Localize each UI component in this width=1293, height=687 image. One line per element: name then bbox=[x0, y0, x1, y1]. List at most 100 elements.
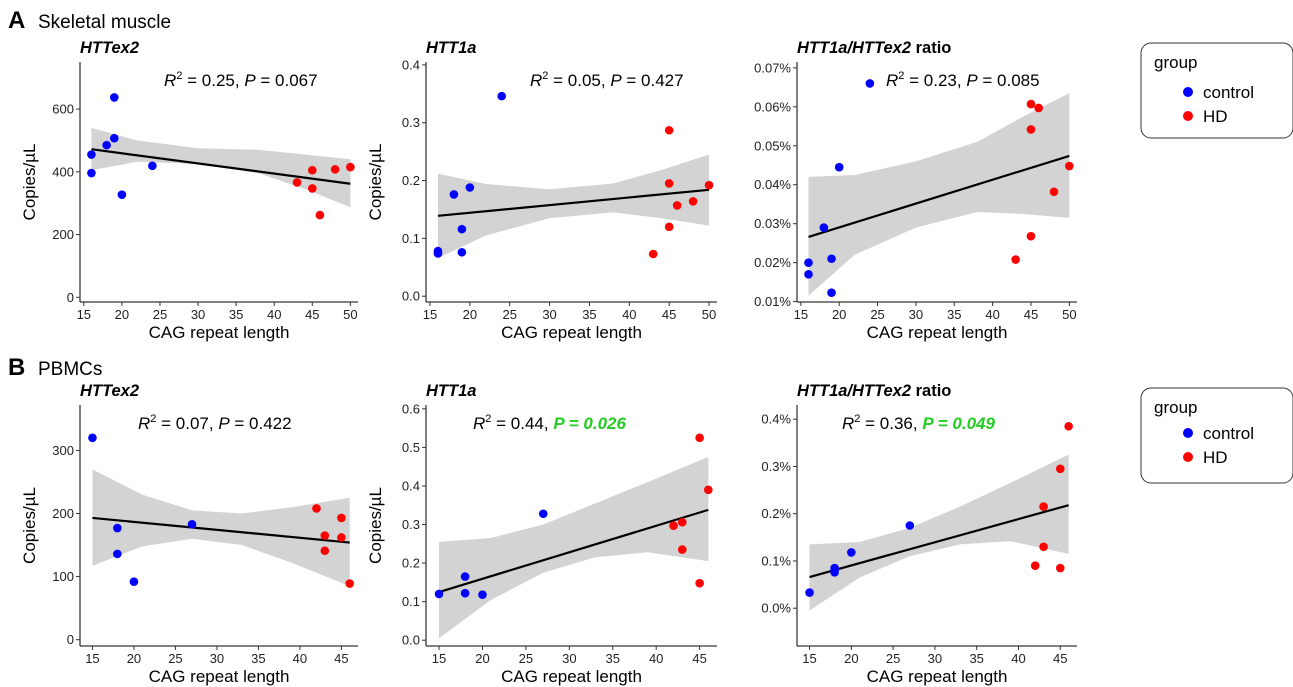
control-point bbox=[804, 270, 813, 279]
hd-point bbox=[320, 531, 330, 540]
hd-point bbox=[704, 180, 714, 190]
x-axis-label: CAG repeat length bbox=[149, 323, 290, 342]
control-point bbox=[478, 590, 487, 600]
x-tick-label: 20 bbox=[844, 651, 858, 666]
plot-panel: 15 20 25 30 35 40 45 0 100 200 300 CAG repeat lengt… bbox=[20, 382, 358, 686]
hd-point bbox=[337, 533, 346, 542]
panel-title: HTTex2 bbox=[80, 382, 139, 400]
row-b-name: PBMCs bbox=[38, 359, 102, 380]
row-a-name: Skeletal muscle bbox=[38, 12, 171, 33]
y-tick-label: 0 bbox=[67, 290, 74, 305]
hd-point bbox=[664, 222, 674, 232]
hd-point bbox=[704, 485, 713, 495]
control-point bbox=[187, 519, 197, 529]
y-axis-label: Copies/µL bbox=[366, 144, 385, 221]
y-tick-label: 0.02% bbox=[754, 255, 791, 270]
legend-control-label: control bbox=[1203, 83, 1254, 102]
control-point bbox=[457, 247, 467, 257]
y-tick-label: 200 bbox=[52, 506, 74, 521]
x-axis-label: CAG repeat length bbox=[149, 667, 290, 686]
control-point bbox=[449, 190, 459, 199]
x-tick-label: 40 bbox=[293, 651, 307, 666]
y-tick-label: 0.07% bbox=[754, 60, 791, 75]
control-point bbox=[827, 254, 836, 264]
hd-point bbox=[315, 210, 325, 220]
control-point bbox=[804, 258, 813, 267]
x-tick-label: 25 bbox=[153, 307, 167, 322]
hd-point bbox=[664, 179, 674, 188]
hd-point bbox=[292, 178, 302, 187]
hd-point bbox=[1039, 502, 1048, 511]
y-tick-label: 0.1 bbox=[402, 594, 420, 609]
x-tick-label: 30 bbox=[542, 307, 556, 322]
y-tick-label: 0.1 bbox=[402, 231, 420, 246]
panel-title: HTT1a bbox=[426, 39, 476, 57]
x-tick-label: 20 bbox=[463, 307, 477, 322]
regression-line bbox=[92, 516, 350, 544]
x-tick-label: 30 bbox=[210, 651, 224, 666]
control-point bbox=[460, 588, 470, 598]
x-tick-label: 20 bbox=[115, 307, 129, 322]
hd-point bbox=[695, 578, 704, 588]
plot-panel: 15 20 25 30 35 40 45 0.0 0.1 0.2 0.3 0.4 0.5 0.6 CAG r… bbox=[366, 382, 717, 686]
x-tick-label: 50 bbox=[343, 307, 357, 322]
x-tick-label: 45 bbox=[334, 651, 348, 666]
control-point bbox=[819, 223, 829, 232]
y-tick-label: 600 bbox=[52, 102, 74, 117]
x-tick-label: 30 bbox=[562, 651, 576, 666]
regression-line bbox=[809, 504, 1069, 579]
x-tick-label: 50 bbox=[1062, 307, 1076, 322]
y-tick-label: 0.6 bbox=[402, 401, 420, 416]
control-point bbox=[433, 249, 443, 258]
y-tick-label: 0.1% bbox=[761, 553, 791, 568]
y-tick-label: 0.2 bbox=[402, 556, 420, 571]
control-point bbox=[460, 572, 470, 581]
hd-point bbox=[308, 165, 317, 175]
hd-point bbox=[1026, 125, 1036, 134]
hd-point bbox=[1026, 99, 1036, 109]
legend-control-marker bbox=[1183, 87, 1193, 97]
y-tick-label: 0.2 bbox=[402, 173, 420, 188]
x-axis-label: CAG repeat length bbox=[867, 323, 1008, 342]
hd-point bbox=[688, 197, 698, 206]
y-tick-label: 0.03% bbox=[754, 216, 791, 231]
y-tick-label: 0.4% bbox=[761, 412, 791, 427]
stat-label: R2 = 0.07, P = 0.422 bbox=[138, 413, 292, 433]
x-tick-label: 35 bbox=[947, 307, 961, 322]
x-tick-label: 15 bbox=[432, 651, 446, 666]
control-point bbox=[834, 162, 844, 172]
y-tick-label: 0.0 bbox=[402, 289, 420, 304]
y-tick-label: 0.0 bbox=[402, 633, 420, 648]
y-tick-label: 200 bbox=[52, 227, 74, 242]
hd-point bbox=[1011, 255, 1020, 264]
y-tick-label: 0.3 bbox=[402, 115, 420, 130]
x-axis-label: CAG repeat length bbox=[867, 667, 1008, 686]
x-tick-label: 45 bbox=[1053, 651, 1067, 666]
y-tick-label: 0.04% bbox=[754, 177, 791, 192]
regression-line bbox=[91, 148, 351, 185]
control-point bbox=[497, 91, 507, 101]
x-tick-label: 45 bbox=[1024, 307, 1038, 322]
y-axis-label: Copies/µL bbox=[366, 487, 385, 564]
x-tick-label: 40 bbox=[622, 307, 636, 322]
hd-point bbox=[308, 184, 317, 193]
hd-point bbox=[677, 517, 687, 527]
control-point bbox=[538, 509, 548, 519]
control-point bbox=[113, 523, 122, 533]
y-tick-label: 0.06% bbox=[754, 99, 791, 114]
control-point bbox=[865, 79, 875, 88]
panel-title: HTT1a/HTTex2 ratio bbox=[797, 382, 951, 400]
x-tick-label: 15 bbox=[802, 651, 816, 666]
hd-point bbox=[1026, 231, 1036, 241]
x-tick-label: 15 bbox=[423, 307, 437, 322]
panel-title: HTT1a bbox=[426, 382, 476, 400]
x-tick-label: 35 bbox=[251, 651, 265, 666]
hd-point bbox=[1049, 187, 1059, 197]
x-tick-label: 15 bbox=[85, 651, 99, 666]
x-tick-label: 30 bbox=[909, 307, 923, 322]
confidence-band bbox=[92, 469, 350, 587]
legend-title: group bbox=[1154, 53, 1197, 72]
legend-box bbox=[1140, 387, 1293, 484]
hd-point bbox=[1065, 161, 1074, 171]
hd-point bbox=[312, 504, 321, 513]
